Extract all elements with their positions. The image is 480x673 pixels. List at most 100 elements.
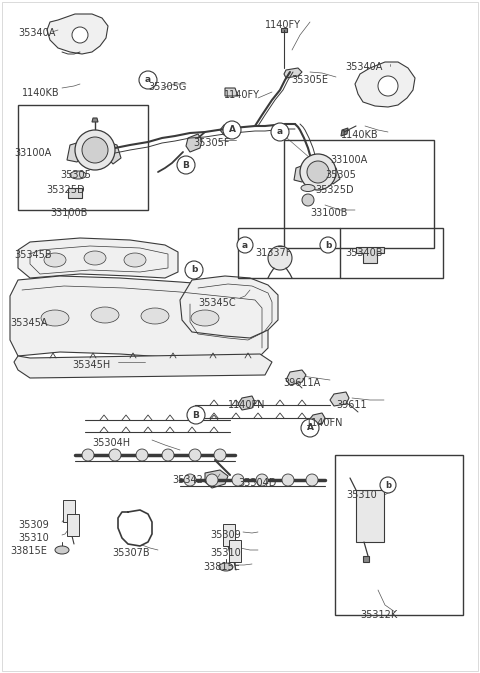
Polygon shape — [356, 247, 384, 263]
Ellipse shape — [44, 253, 66, 267]
Circle shape — [282, 474, 294, 486]
Polygon shape — [68, 188, 82, 198]
Circle shape — [187, 406, 205, 424]
Text: 33100B: 33100B — [310, 208, 348, 218]
Text: 35309: 35309 — [210, 530, 241, 540]
Polygon shape — [286, 370, 306, 385]
Circle shape — [302, 194, 314, 206]
Ellipse shape — [141, 308, 169, 324]
Text: 35305: 35305 — [60, 170, 91, 180]
Text: 35340A: 35340A — [345, 62, 383, 72]
Text: 35325D: 35325D — [46, 185, 84, 195]
Text: 1140KB: 1140KB — [22, 88, 60, 98]
Ellipse shape — [301, 184, 315, 192]
Circle shape — [82, 137, 108, 163]
Circle shape — [223, 121, 241, 139]
Text: A: A — [228, 125, 236, 135]
Ellipse shape — [191, 310, 219, 326]
Bar — [229, 540, 241, 562]
Ellipse shape — [55, 546, 69, 554]
Circle shape — [301, 419, 319, 437]
Circle shape — [214, 449, 226, 461]
Text: 35304D: 35304D — [238, 478, 276, 488]
Text: 35310: 35310 — [18, 533, 49, 543]
Bar — [223, 524, 235, 546]
Polygon shape — [220, 123, 238, 135]
Bar — [67, 514, 79, 536]
Circle shape — [300, 154, 336, 190]
Ellipse shape — [219, 563, 233, 571]
Text: 35345C: 35345C — [198, 298, 236, 308]
Bar — [238, 228, 443, 278]
Polygon shape — [92, 118, 98, 122]
Circle shape — [232, 474, 244, 486]
Ellipse shape — [124, 253, 146, 267]
Ellipse shape — [91, 307, 119, 323]
Text: 35305G: 35305G — [148, 82, 186, 92]
Circle shape — [206, 474, 218, 486]
Circle shape — [320, 237, 336, 253]
Bar — [335, 455, 463, 615]
Text: 35345B: 35345B — [14, 250, 52, 260]
Text: B: B — [182, 160, 190, 170]
Polygon shape — [284, 68, 302, 78]
Text: 35342: 35342 — [172, 475, 203, 485]
Text: B: B — [192, 411, 199, 419]
Polygon shape — [180, 276, 278, 338]
Text: b: b — [325, 240, 331, 250]
Text: 1140KB: 1140KB — [341, 130, 379, 140]
Polygon shape — [238, 396, 255, 410]
Ellipse shape — [84, 251, 106, 265]
Polygon shape — [363, 556, 369, 562]
Text: 1140FY: 1140FY — [224, 90, 260, 100]
Text: 33815E: 33815E — [10, 546, 47, 556]
Text: a: a — [277, 127, 283, 137]
Ellipse shape — [70, 171, 86, 179]
Text: 35312K: 35312K — [360, 610, 397, 620]
Polygon shape — [47, 14, 108, 54]
Polygon shape — [67, 142, 83, 162]
Circle shape — [256, 474, 268, 486]
Text: a: a — [242, 240, 248, 250]
Polygon shape — [10, 276, 268, 360]
Text: 35310: 35310 — [346, 490, 377, 500]
Text: 1140FN: 1140FN — [306, 418, 344, 428]
Circle shape — [271, 123, 289, 141]
Text: 33815E: 33815E — [203, 562, 240, 572]
Circle shape — [136, 449, 148, 461]
Circle shape — [307, 161, 329, 183]
Circle shape — [139, 71, 157, 89]
Text: 35305F: 35305F — [193, 138, 229, 148]
Circle shape — [185, 261, 203, 279]
Polygon shape — [225, 88, 238, 96]
Text: a: a — [145, 75, 151, 85]
Bar — [284, 140, 434, 248]
Circle shape — [72, 27, 88, 43]
Text: 39611: 39611 — [336, 400, 367, 410]
Text: 1140FY: 1140FY — [265, 20, 301, 30]
Circle shape — [177, 156, 195, 174]
Polygon shape — [309, 413, 325, 426]
Text: 35309: 35309 — [18, 520, 49, 530]
Polygon shape — [186, 134, 202, 152]
Text: 39611A: 39611A — [283, 378, 320, 388]
Text: 35304H: 35304H — [92, 438, 130, 448]
Text: 35310: 35310 — [210, 548, 241, 558]
Text: b: b — [191, 266, 197, 275]
Circle shape — [109, 449, 121, 461]
Text: 33100B: 33100B — [50, 208, 87, 218]
Text: 35345A: 35345A — [10, 318, 48, 328]
Circle shape — [75, 130, 115, 170]
Text: 1140FN: 1140FN — [228, 400, 265, 410]
Bar — [18, 105, 148, 210]
Text: 35307B: 35307B — [112, 548, 150, 558]
Bar — [356, 490, 384, 542]
Polygon shape — [341, 128, 348, 136]
Text: 31337F: 31337F — [255, 248, 291, 258]
Polygon shape — [14, 354, 272, 378]
Text: 35305E: 35305E — [291, 75, 328, 85]
Text: A: A — [307, 423, 313, 433]
Polygon shape — [18, 238, 178, 278]
Text: 35340B: 35340B — [345, 248, 383, 258]
Circle shape — [268, 246, 292, 270]
